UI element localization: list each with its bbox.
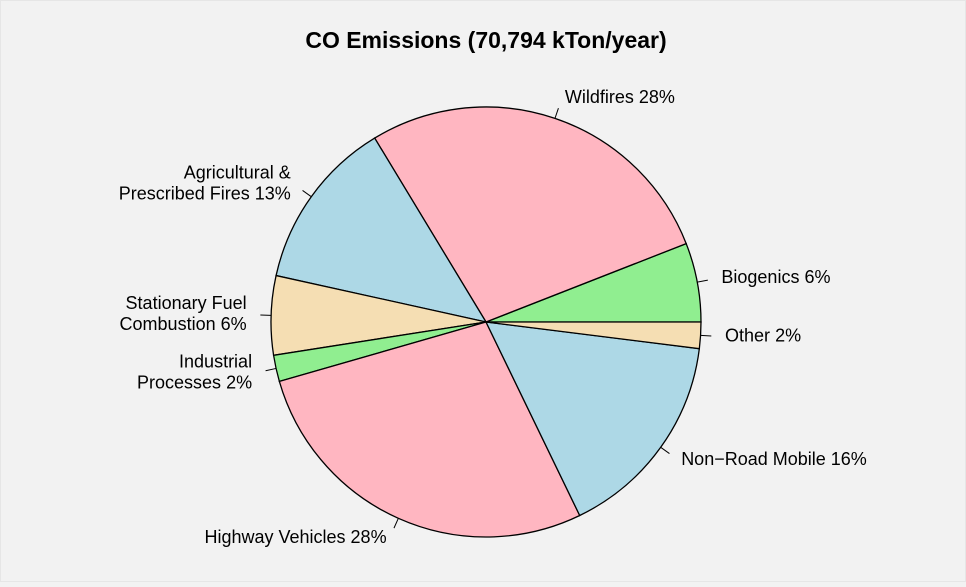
category-label: Highway Vehicles bbox=[204, 527, 345, 547]
leader-line bbox=[701, 335, 712, 336]
label-line: Non−Road Mobile bbox=[681, 449, 826, 469]
category-label: Non−Road Mobile bbox=[681, 449, 826, 469]
label-line: Industrial bbox=[179, 351, 252, 371]
category-label: Biogenics bbox=[721, 267, 799, 287]
label-line: Biogenics bbox=[721, 267, 799, 287]
value-label: 6% bbox=[804, 267, 830, 287]
category-label: Other bbox=[725, 325, 770, 345]
label-line: Wildfires bbox=[565, 87, 634, 107]
slice-label: Highway Vehicles 28% bbox=[204, 527, 386, 547]
label-line: Prescribed Fires bbox=[119, 183, 250, 203]
chart-title: CO Emissions (70,794 kTon/year) bbox=[305, 27, 666, 53]
label-line: Stationary Fuel bbox=[126, 293, 247, 313]
value-label: 2% bbox=[775, 325, 801, 345]
label-line: Agricultural & bbox=[184, 162, 291, 182]
label-line: Combustion bbox=[120, 314, 216, 334]
value-label: 2% bbox=[226, 372, 252, 392]
label-line: Other bbox=[725, 325, 770, 345]
value-label: 13% bbox=[255, 183, 291, 203]
value-label: 28% bbox=[351, 527, 387, 547]
category-label: Wildfires bbox=[565, 87, 634, 107]
label-line: Processes bbox=[137, 372, 221, 392]
label-line: Highway Vehicles bbox=[204, 527, 345, 547]
value-label: 6% bbox=[221, 314, 247, 334]
value-label: 28% bbox=[639, 87, 675, 107]
value-label: 16% bbox=[831, 449, 867, 469]
